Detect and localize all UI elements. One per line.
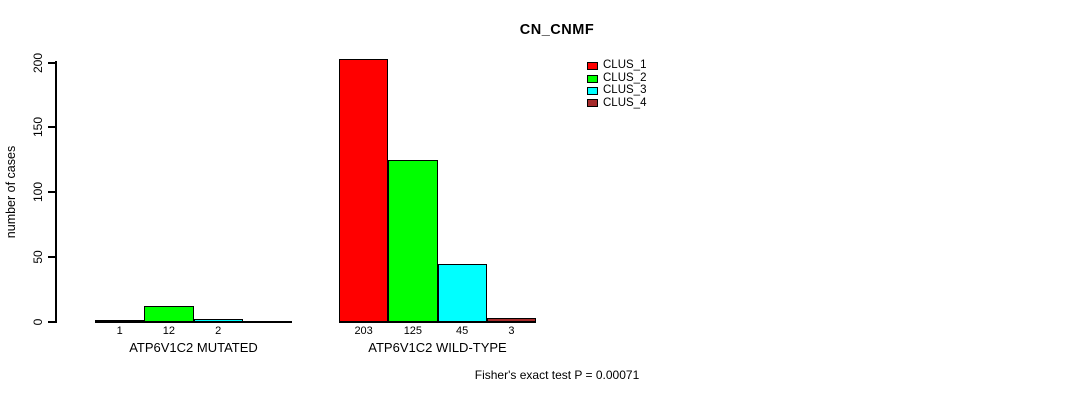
x-axis-group-label: ATP6V1C2 WILD-TYPE [368,340,507,355]
bar-value-label: 125 [403,325,423,337]
bar-clus_1 [339,58,389,322]
legend-swatch-clus_3 [587,86,598,95]
y-axis-tick [48,126,55,129]
bar-value-label: 203 [354,325,373,337]
legend-label: CLUS_2 [603,71,647,84]
legend-label: CLUS_1 [603,59,647,72]
bar-clus_1 [95,319,145,322]
legend-item-clus_4: CLUS_4 [587,97,646,109]
fisher-test-annotation: Fisher's exact test P = 0.00071 [474,368,640,382]
y-axis-tick [48,256,55,259]
x-axis-group-label: ATP6V1C2 MUTATED [129,340,258,355]
bar-value-label: 45 [456,325,469,337]
legend-item-clus_1: CLUS_1 [587,60,646,72]
y-axis-tick-label: 0 [31,318,45,326]
y-axis-tick [48,191,55,194]
y-axis-title: number of cases [4,145,18,239]
bar-value-label: 1 [116,325,123,337]
legend-swatch-clus_4 [587,99,598,108]
y-axis-tick [48,321,55,323]
legend-label: CLUS_4 [603,96,647,109]
legend-swatch-clus_2 [587,74,598,83]
legend-label: CLUS_3 [603,84,647,97]
legend-swatch-clus_1 [587,62,598,71]
y-axis-tick-label: 50 [31,250,45,264]
bar-value-label: 12 [162,325,175,337]
y-axis-line [55,61,57,323]
y-axis-tick-label: 100 [31,182,45,203]
legend: CLUS_1 CLUS_2 CLUS_3 CLUS_4 [587,60,646,110]
chart-title: CN_CNMF [519,22,595,38]
y-axis-tick-label: 200 [31,52,45,73]
y-axis-tick [48,61,55,64]
bar-clus_3 [437,263,487,322]
legend-item-clus_2: CLUS_2 [587,72,646,84]
y-axis-tick-label: 150 [31,117,45,138]
bar-clus_4 [486,318,536,322]
bar-clus_3 [193,319,243,322]
bar-clus_2 [388,159,438,322]
bar-value-label: 2 [215,325,222,337]
bar-clus_2 [144,306,194,322]
bar-value-label: 3 [508,325,515,337]
legend-item-clus_3: CLUS_3 [587,85,646,97]
